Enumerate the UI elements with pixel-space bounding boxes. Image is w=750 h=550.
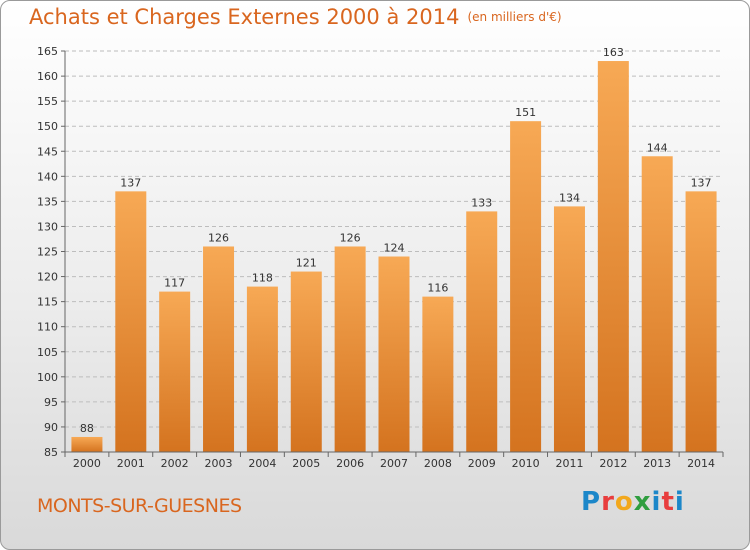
logo-letter: t (661, 487, 675, 517)
bar-value-label: 88 (80, 422, 94, 435)
y-tick-label: 150 (37, 120, 58, 133)
x-tick-label: 2004 (248, 457, 276, 470)
x-tick-label: 2014 (687, 457, 715, 470)
bar-value-label: 144 (647, 141, 668, 154)
y-tick-label: 165 (37, 45, 58, 58)
bar-2003[interactable] (203, 246, 235, 452)
bar-2008[interactable] (422, 296, 454, 452)
x-tick-label: 2011 (555, 457, 583, 470)
bar-value-label: 134 (559, 191, 580, 204)
y-tick-label: 85 (44, 446, 58, 459)
y-tick-label: 135 (37, 195, 58, 208)
bar-value-label: 118 (252, 272, 273, 285)
bar-value-label: 126 (208, 231, 229, 244)
axis-layer: 85 90 95 100 105 110 115 120 125 130 135 140 145 150 1… (37, 45, 724, 470)
bar-value-label: 117 (164, 277, 185, 290)
x-tick-label: 2000 (73, 457, 101, 470)
x-tick-label: 2008 (424, 457, 452, 470)
x-tick-label: 2012 (599, 457, 627, 470)
y-tick-label: 130 (37, 220, 58, 233)
chart-unit: (en milliers d'€) (467, 10, 562, 24)
bar-2006[interactable] (334, 246, 366, 452)
bar-value-label: 126 (340, 231, 361, 244)
bar-value-label: 116 (427, 282, 448, 295)
bar-2001[interactable] (115, 191, 147, 452)
x-tick-label: 2013 (643, 457, 671, 470)
x-tick-label: 2002 (161, 457, 189, 470)
y-tick-label: 125 (37, 246, 58, 259)
y-tick-label: 110 (37, 321, 58, 334)
y-tick-label: 105 (37, 346, 58, 359)
bar-2002[interactable] (159, 291, 191, 452)
bar-value-label: 121 (296, 257, 317, 270)
y-tick-label: 145 (37, 145, 58, 158)
y-tick-label: 115 (37, 296, 58, 309)
bar-value-label: 137 (691, 176, 712, 189)
bar-value-label: 151 (515, 106, 536, 119)
x-tick-label: 2005 (292, 457, 320, 470)
y-tick-label: 90 (44, 421, 58, 434)
y-tick-label: 100 (37, 371, 58, 384)
bar-value-label: 124 (384, 242, 405, 255)
x-tick-label: 2003 (205, 457, 233, 470)
x-tick-label: 2001 (117, 457, 145, 470)
logo-letter: P (581, 487, 602, 517)
chart-title-text: Achats et Charges Externes 2000 à 2014 (29, 5, 460, 29)
bar-2014[interactable] (685, 191, 717, 452)
x-tick-label: 2010 (512, 457, 540, 470)
x-tick-label: 2006 (336, 457, 364, 470)
bar-2004[interactable] (246, 286, 278, 452)
y-tick-label: 140 (37, 170, 58, 183)
x-tick-label: 2007 (380, 457, 408, 470)
bar-value-label: 163 (603, 46, 624, 59)
bar-2013[interactable] (641, 156, 673, 452)
proxiti-logo[interactable]: Proxiti (581, 487, 685, 517)
logo-letter: o (614, 487, 634, 517)
bar-2005[interactable] (290, 271, 322, 452)
y-tick-label: 160 (37, 70, 58, 83)
x-tick-label: 2009 (468, 457, 496, 470)
bar-2010[interactable] (510, 121, 542, 453)
bar-2011[interactable] (553, 206, 585, 452)
logo-letter: i (651, 487, 662, 517)
bar-value-label: 133 (471, 196, 492, 209)
logo-letter: x (633, 487, 652, 517)
logo-letter: r (601, 487, 615, 517)
chart-title: Achats et Charges Externes 2000 à 2014 (e… (29, 5, 562, 29)
y-tick-label: 95 (44, 396, 58, 409)
logo-letter: i (674, 487, 685, 517)
y-tick-label: 120 (37, 271, 58, 284)
bar-2012[interactable] (597, 61, 629, 453)
y-tick-label: 155 (37, 95, 58, 108)
town-name: MONTS-SUR-GUESNES (37, 495, 242, 517)
bar-layer: 88 137 117 126 118 121 126 124 116 133 151 134 163 14… (71, 46, 717, 453)
bar-2009[interactable] (466, 211, 498, 452)
bar-value-label: 137 (120, 176, 141, 189)
bar-2000[interactable] (71, 436, 103, 452)
bar-2007[interactable] (378, 256, 410, 452)
